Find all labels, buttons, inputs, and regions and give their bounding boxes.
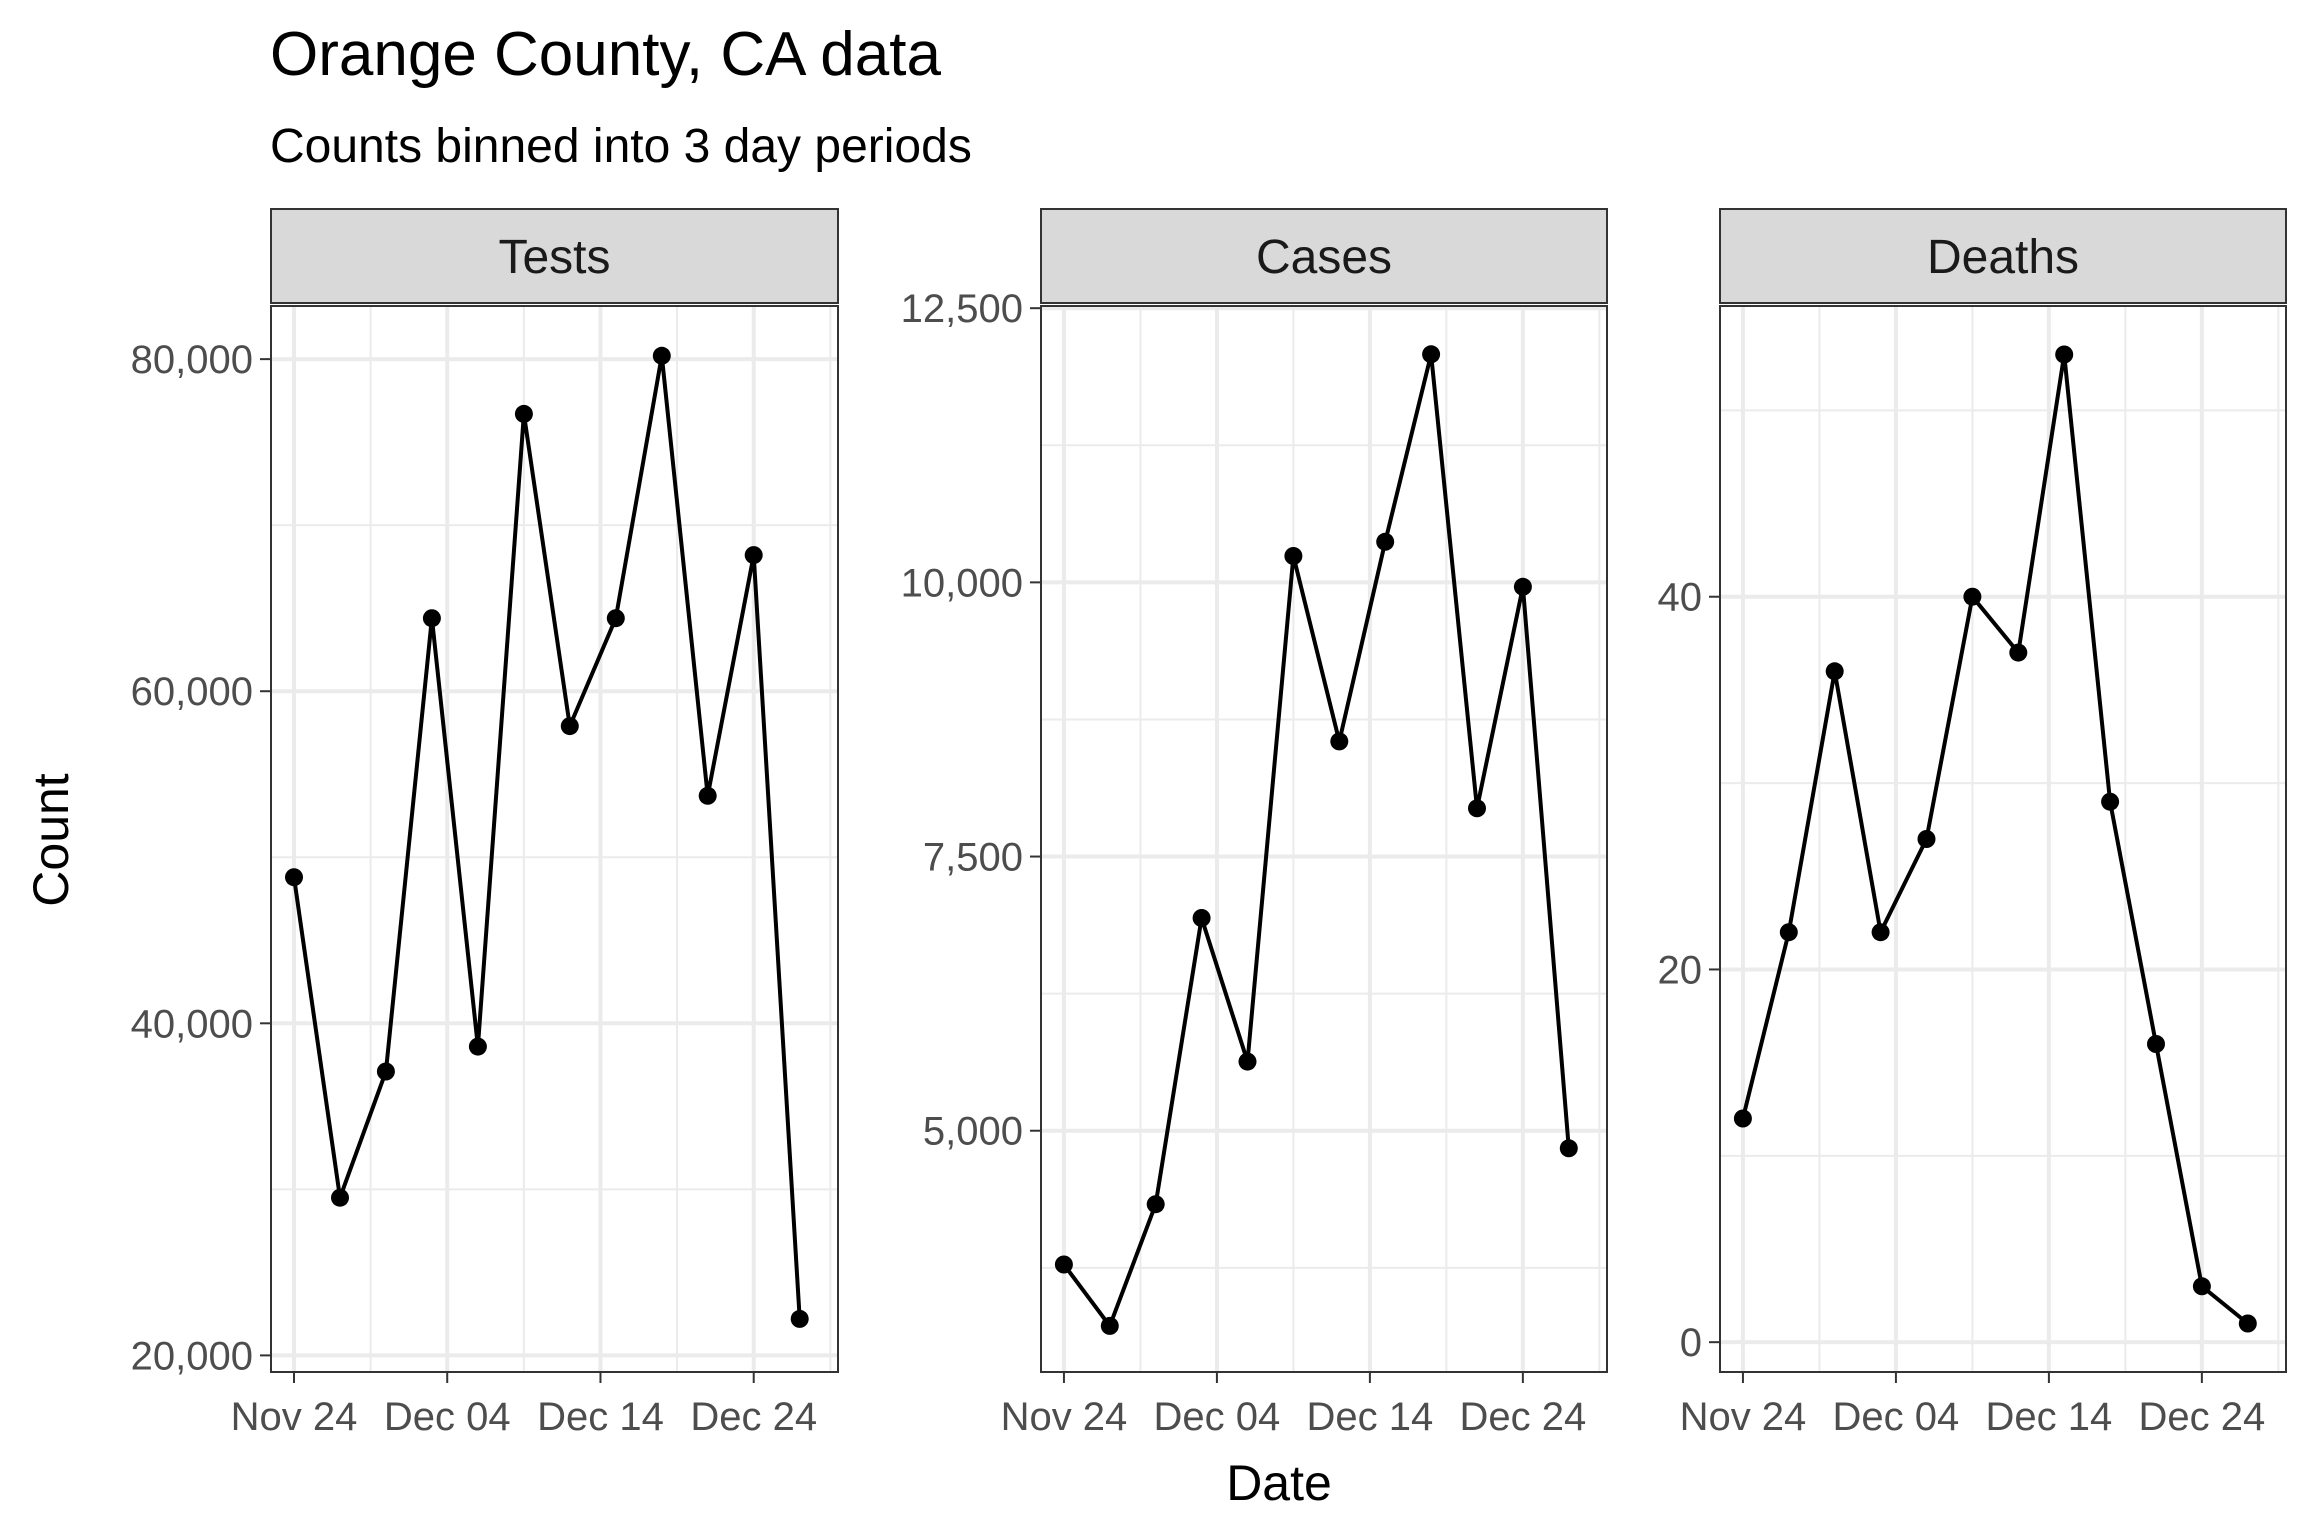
y-tick-label: 12,500 <box>901 287 1023 331</box>
data-point <box>652 346 671 365</box>
data-point <box>2101 792 2120 811</box>
panels: Tests 20,000 40,000 60,000 80,000 Nov 24 Dec 0… <box>131 208 2287 1439</box>
y-axis-title: Count <box>23 773 79 907</box>
y-tick-label: 7,500 <box>923 836 1023 880</box>
data-point <box>606 609 625 628</box>
y-tick-label: 0 <box>1680 1321 1702 1365</box>
data-point <box>1192 909 1211 927</box>
x-tick-label: Dec 04 <box>384 1395 511 1439</box>
series-line <box>1740 352 2250 1326</box>
x-axis-title: Date <box>1226 1455 1332 1511</box>
y-tick-label: 40 <box>1658 576 1703 620</box>
x-tick-label: Dec 04 <box>1833 1395 1960 1439</box>
x-tick-label: Dec 24 <box>690 1395 817 1439</box>
facet-strip <box>1040 208 1608 304</box>
x-tick-label: Dec 24 <box>2138 1395 2265 1439</box>
data-point <box>1330 732 1349 751</box>
y-tick-label: 20 <box>1658 948 1703 992</box>
data-point <box>1376 532 1395 551</box>
data-point <box>790 1309 809 1328</box>
y-tick-label: 40,000 <box>131 1002 253 1046</box>
x-tick-label: Dec 14 <box>1307 1395 1434 1439</box>
data-point <box>1871 923 1890 942</box>
data-point <box>1513 577 1532 596</box>
data-point <box>744 546 763 565</box>
x-tick-label: Dec 14 <box>537 1395 664 1439</box>
x-tick-label: Nov 24 <box>231 1395 358 1439</box>
facet-strip <box>270 208 839 304</box>
chart-title: Orange County, CA data <box>270 20 941 89</box>
facet-strip-label: Cases <box>1256 231 1392 284</box>
panel-cases: Cases 5,000 7,500 10,000 12,500 Nov 24 Dec 04 D… <box>901 208 1608 1439</box>
facet-strip-label: Tests <box>498 231 610 284</box>
data-point <box>2147 1035 2165 1053</box>
x-tick-label: Nov 24 <box>1680 1395 1807 1439</box>
data-point <box>1422 345 1441 364</box>
data-point <box>2238 1314 2257 1333</box>
facet-strip-label: Deaths <box>1927 231 2079 284</box>
data-point <box>1238 1052 1257 1071</box>
data-point <box>1468 799 1486 818</box>
series-line <box>292 353 802 1320</box>
panel-border <box>270 305 839 1373</box>
x-tick-label: Dec 24 <box>1459 1395 1586 1439</box>
data-point <box>468 1037 487 1056</box>
data-point <box>422 609 441 628</box>
data-point <box>285 868 303 887</box>
data-point <box>331 1188 349 1207</box>
panel-background <box>1041 306 1607 1372</box>
data-point <box>698 786 717 805</box>
data-point <box>1733 1109 1752 1128</box>
data-point <box>1054 1255 1073 1274</box>
data-point <box>514 404 533 423</box>
data-point <box>1825 662 1844 681</box>
y-tick-label: 20,000 <box>131 1334 253 1378</box>
data-point <box>560 717 579 736</box>
panel-background <box>1720 306 2286 1372</box>
panel-border <box>1719 305 2287 1373</box>
x-tick-label: Nov 24 <box>1001 1395 1128 1439</box>
y-tick-label: 80,000 <box>131 338 253 382</box>
panel-tests: Tests 20,000 40,000 60,000 80,000 Nov 24 Dec 0… <box>131 208 839 1439</box>
data-point <box>376 1062 395 1081</box>
y-tick-label: 10,000 <box>901 561 1023 605</box>
data-point <box>1146 1195 1165 1214</box>
facet-strip <box>1719 208 2287 304</box>
x-tick-label: Dec 04 <box>1154 1395 1281 1439</box>
data-point <box>1917 830 1936 848</box>
x-tick-label: Dec 14 <box>1986 1395 2113 1439</box>
data-point <box>1100 1316 1119 1335</box>
panel-background <box>271 306 838 1372</box>
data-point <box>1779 923 1798 942</box>
data-point <box>2009 643 2028 662</box>
panel-deaths: Deaths 0 20 40 Nov 24 Dec 04 Dec 14 Dec 24 <box>1658 208 2287 1439</box>
y-tick-label: 60,000 <box>131 670 253 714</box>
data-point <box>2192 1277 2211 1296</box>
data-point <box>1963 587 1982 606</box>
data-point <box>2055 345 2074 364</box>
chart-subtitle: Counts binned into 3 day periods <box>270 120 972 173</box>
panel-border <box>1040 305 1608 1373</box>
y-tick-label: 5,000 <box>923 1110 1023 1154</box>
data-point <box>1559 1139 1578 1158</box>
data-point <box>1284 547 1303 565</box>
series-line <box>1062 352 1571 1328</box>
